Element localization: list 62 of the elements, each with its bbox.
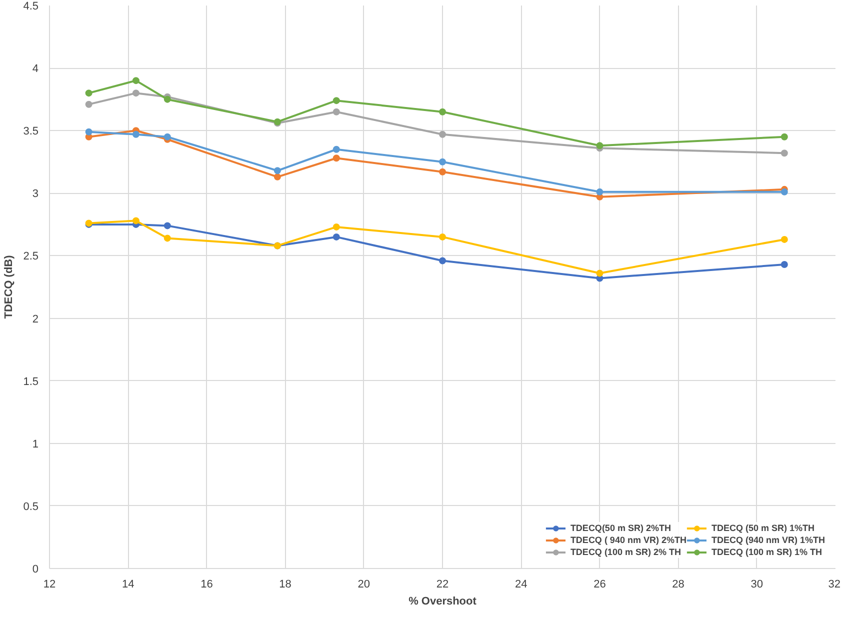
legend-label: TDECQ (940 nm VR) 1%TH: [711, 534, 825, 546]
point: [780, 260, 788, 268]
legend-label: TDECQ (100 m SR) 2% TH: [570, 546, 681, 558]
x-tick-label: 20: [358, 578, 370, 590]
y-tick-label: 2: [32, 313, 39, 326]
point: [439, 158, 446, 166]
legend-label: TDECQ (100 m SR) 1% TH: [711, 546, 822, 558]
y-tick-label: 3: [32, 188, 39, 200]
point: [164, 133, 171, 140]
x-tick-label: 22: [436, 578, 449, 590]
x-tick-label: 30: [750, 578, 764, 590]
point: [164, 96, 171, 103]
x-tick-label: 28: [672, 578, 684, 590]
y-tick-label: 1: [32, 438, 39, 450]
x-tick-label: 18: [279, 578, 292, 590]
point: [439, 168, 446, 176]
y-tick-label: 0: [32, 564, 39, 576]
point: [780, 133, 788, 140]
point: [439, 108, 446, 116]
y-tick-label: 3.5: [23, 126, 39, 138]
point: [439, 130, 446, 138]
y-tick-label: 1.5: [23, 376, 39, 388]
point: [132, 77, 140, 84]
point: [132, 217, 140, 224]
x-tick-label: 24: [514, 578, 528, 590]
point: [439, 233, 446, 240]
point: [596, 270, 604, 277]
legend-label: TDECQ (50 m SR) 1%TH: [711, 522, 814, 534]
point: [439, 257, 446, 264]
point: [274, 173, 281, 180]
point: [85, 100, 92, 108]
x-tick-label: 16: [200, 578, 213, 590]
point: [85, 128, 92, 136]
point: [332, 154, 340, 162]
point: [332, 233, 340, 240]
point: [596, 142, 604, 150]
legend-label: TDECQ ( 940 nm VR) 2%TH: [570, 534, 686, 546]
x-tick-label: 12: [43, 578, 56, 590]
point: [274, 167, 281, 174]
y-axis-title: TDECQ (dB): [3, 254, 16, 319]
y-tick-label: 2.5: [23, 250, 39, 263]
point: [596, 188, 604, 196]
point: [332, 146, 340, 153]
x-tick-label: 14: [122, 578, 134, 590]
legend-label: TDECQ(50 m SR) 2%TH: [570, 522, 671, 534]
point: [780, 150, 788, 157]
y-tick-label: 4: [32, 63, 39, 76]
x-tick-label: 32: [828, 578, 841, 590]
y-tick-label: 0.5: [23, 500, 39, 513]
point: [164, 222, 171, 230]
point: [780, 188, 788, 196]
point: [780, 236, 788, 243]
point: [164, 234, 171, 242]
point: [332, 108, 340, 116]
x-axis-title: % Overshoot: [408, 596, 477, 608]
point: [332, 223, 340, 230]
point: [85, 90, 92, 97]
x-tick-label: 26: [594, 578, 606, 590]
point: [332, 97, 340, 104]
point: [132, 90, 140, 97]
point: [132, 130, 140, 138]
y-tick-label: 4.5: [23, 0, 39, 12]
